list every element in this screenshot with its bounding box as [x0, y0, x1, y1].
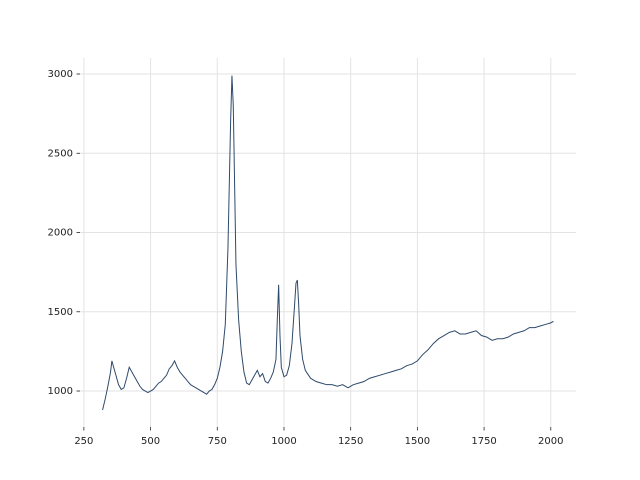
x-tick-label: 2000	[538, 436, 563, 447]
x-tick-label: 1500	[405, 436, 430, 447]
x-tick-label: 1750	[471, 436, 496, 447]
x-tick-label: 500	[141, 436, 160, 447]
x-tick-label: 750	[208, 436, 227, 447]
x-tick-label: 250	[74, 436, 93, 447]
x-tick-label: 1000	[271, 436, 296, 447]
y-tick-label: 1000	[48, 386, 73, 397]
y-tick-label: 2500	[48, 148, 73, 159]
y-tick-label: 3000	[48, 69, 73, 80]
spectrum-line	[102, 75, 554, 411]
y-tick-label: 1500	[48, 307, 73, 318]
y-tick-label: 2000	[48, 228, 73, 239]
x-tick-label: 1250	[338, 436, 363, 447]
